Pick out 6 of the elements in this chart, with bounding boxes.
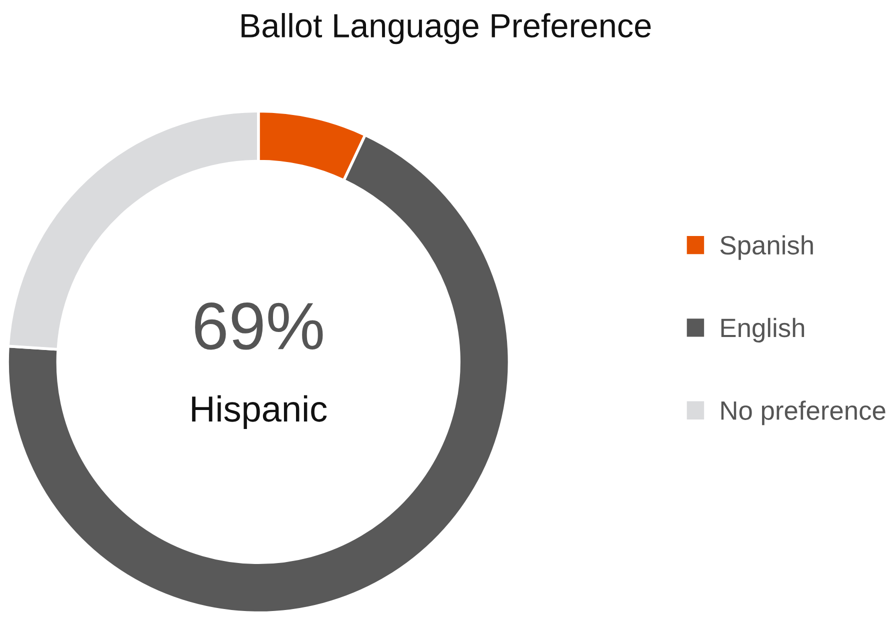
text: 69% bbox=[195, 302, 323, 350]
legend-label: Spanish bbox=[720, 235, 813, 260]
legend-label: No preference bbox=[721, 400, 886, 426]
chart-title: Ballot Language Preference bbox=[242, 13, 651, 44]
text: Hispanic bbox=[192, 395, 327, 429]
legend-label: English bbox=[721, 318, 804, 342]
